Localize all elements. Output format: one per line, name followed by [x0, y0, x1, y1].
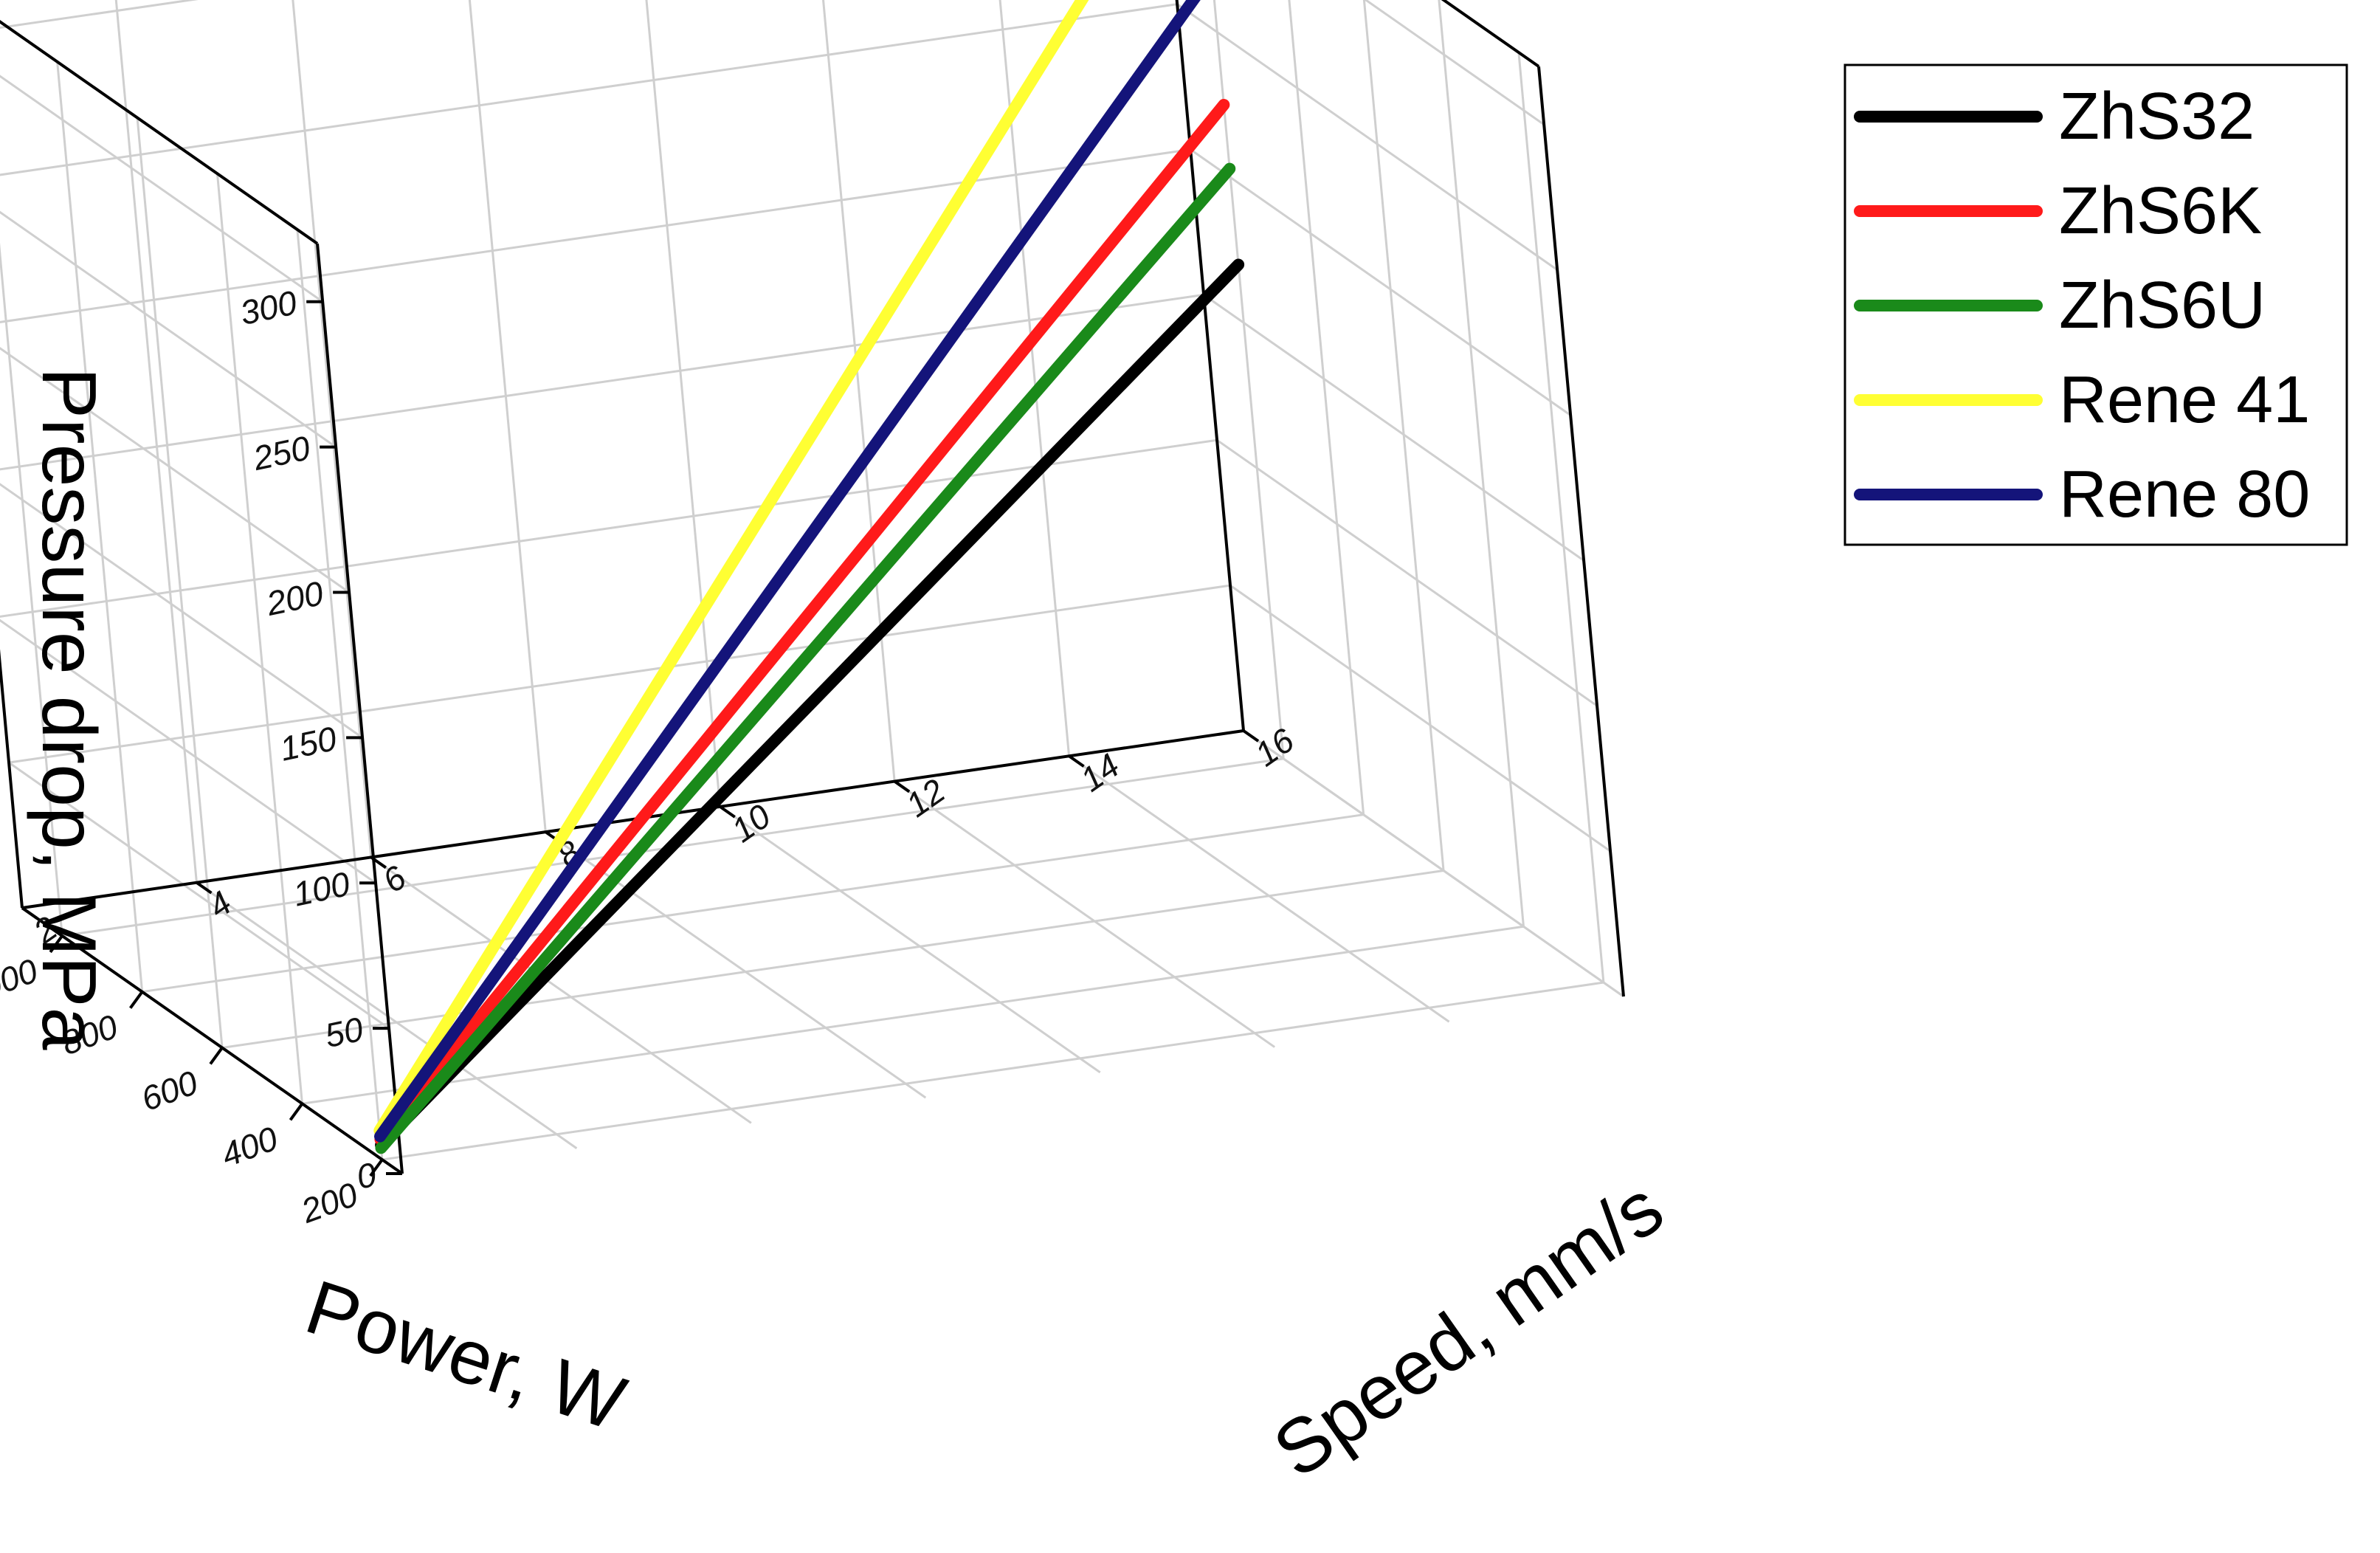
x-tick-label: 600 — [137, 1063, 203, 1118]
left-wall-gridline — [136, 117, 224, 1048]
x-tick-label: 200 — [295, 1174, 362, 1230]
frame-edge — [0, 649, 24, 909]
y-tick-label: 6 — [376, 858, 413, 901]
side-wall-gridline — [1213, 0, 1285, 760]
x-axis-line — [21, 906, 404, 1175]
left-wall-gridline — [0, 619, 376, 884]
z-tick-label: 150 — [277, 719, 340, 768]
z-tick-label: 300 — [237, 283, 300, 332]
y-tick — [21, 906, 38, 920]
frame-edge — [0, 19, 319, 245]
left-wall-gridline — [0, 210, 337, 448]
y-tick — [893, 779, 911, 793]
frame-edge — [1175, 0, 1245, 731]
frame-edge — [1441, 0, 1540, 68]
back-wall-gridline — [114, 0, 198, 883]
floor-gridline — [1068, 755, 1450, 1023]
floor-gridline — [894, 780, 1276, 1048]
left-wall-gridline — [215, 173, 303, 1104]
floor-gridline — [370, 856, 752, 1124]
series-line — [374, 0, 1201, 1143]
frame-edge — [1537, 66, 1625, 997]
back-wall-gridline — [0, 148, 1191, 323]
z-tick-label: 100 — [290, 864, 353, 914]
back-wall-gridline — [292, 0, 373, 858]
left-wall-gridline — [0, 75, 324, 303]
series-line — [375, 258, 1245, 1151]
side-wall-gridline — [1517, 52, 1605, 983]
side-wall-gridline — [1362, 0, 1445, 871]
y-tick — [1068, 754, 1085, 768]
side-wall-gridline — [1229, 584, 1611, 853]
legend-label: Rene 80 — [2059, 458, 2310, 531]
legend: ZhS32 ZhS6K ZhS6U Rene 41 Rene 80 — [1843, 63, 2348, 546]
left-wall-gridline — [0, 346, 350, 593]
x-tick — [289, 1103, 304, 1121]
x-tick — [129, 991, 144, 1009]
floor-gridline — [221, 869, 1444, 1049]
y-axis-title: Speed, mm/s — [1259, 1165, 1678, 1494]
back-wall-gridline — [0, 293, 1204, 471]
z-axis-line — [316, 243, 404, 1174]
left-wall-gridline — [296, 229, 384, 1160]
side-wall-gridline — [1288, 0, 1365, 815]
left-wall-gridline — [0, 483, 363, 739]
left-wall-gridline — [56, 61, 144, 992]
series-line — [374, 98, 1230, 1146]
floor-gridline — [142, 813, 1364, 994]
left-wall-gridline — [0, 242, 63, 937]
grid-layer — [0, 0, 1624, 1175]
legend-label: Rene 41 — [2059, 363, 2310, 437]
legend-label: ZhS6K — [2059, 174, 2262, 248]
side-wall-gridline — [1216, 439, 1598, 707]
axes-layer — [0, 0, 1625, 1175]
legend-label: ZhS6U — [2059, 269, 2266, 342]
floor-gridline — [719, 805, 1101, 1074]
z-tick-label: 200 — [263, 574, 327, 623]
series-line — [373, 0, 1089, 1137]
z-tick-label: 50 — [322, 1010, 367, 1056]
y-tick — [719, 805, 736, 819]
y-axis-line — [21, 729, 1244, 909]
y-tick — [196, 881, 213, 895]
x-tick — [49, 934, 63, 954]
floor-gridline — [302, 925, 1524, 1105]
y-tick — [1242, 729, 1260, 743]
z-axis-title: Pressure drop, MPa — [26, 368, 111, 1050]
back-wall-gridline — [998, 0, 1071, 757]
side-wall-gridline — [1176, 3, 1559, 271]
floor-gridline — [382, 981, 1604, 1161]
x-tick — [369, 1158, 384, 1177]
back-wall-gridline — [0, 0, 199, 29]
back-wall-gridline — [468, 0, 547, 833]
back-wall-gridline — [645, 0, 722, 807]
side-wall-gridline — [1364, 0, 1545, 125]
x-tick — [209, 1047, 224, 1065]
x-tick-label: 400 — [216, 1119, 283, 1174]
y-tick — [370, 855, 387, 870]
legend-label: ZhS32 — [2059, 80, 2255, 154]
side-wall-gridline — [1203, 294, 1584, 562]
back-wall-gridline — [0, 3, 1178, 176]
z-tick-label: 0 — [353, 1154, 380, 1196]
side-wall-gridline — [1190, 148, 1571, 416]
back-wall-gridline — [8, 584, 1231, 764]
series-line — [375, 162, 1236, 1154]
left-wall-gridline — [8, 761, 390, 1030]
series-layer — [373, 0, 1245, 1154]
back-wall-gridline — [0, 438, 1218, 618]
z-tick-label: 250 — [249, 428, 314, 478]
side-wall-gridline — [1438, 0, 1525, 927]
side-wall-gridline — [1243, 729, 1624, 998]
x-axis-title: Power, W — [296, 1264, 635, 1447]
back-wall-gridline — [1176, 0, 1245, 731]
